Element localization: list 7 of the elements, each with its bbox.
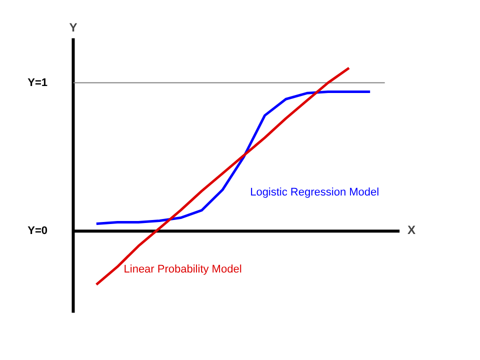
line-series: [95, 66, 350, 286]
y-axis-title: Y: [69, 20, 78, 34]
series-label: Logistic Regression Model: [250, 186, 380, 198]
x-axis-title: X: [408, 223, 416, 238]
series-label: Linear Probability Model: [124, 264, 242, 276]
y-tick-label: Y=0: [28, 225, 48, 238]
y-tick-label: Y=1: [28, 76, 48, 89]
